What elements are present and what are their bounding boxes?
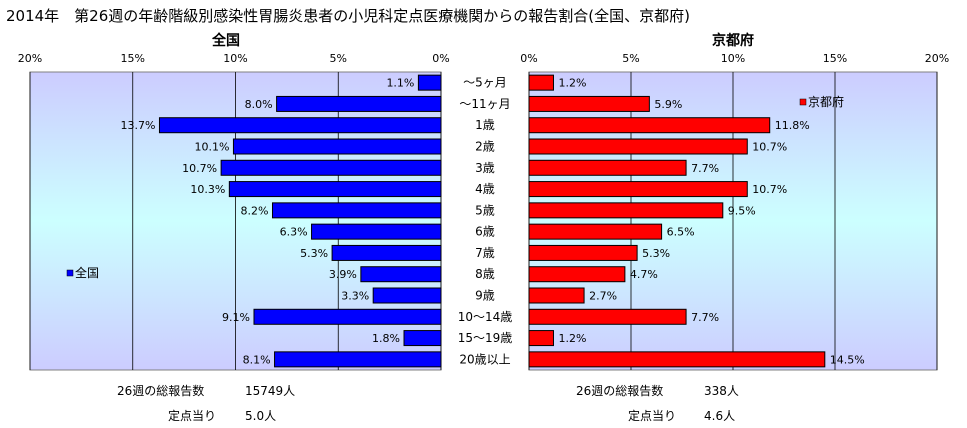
kyoto-value-label: 10.7% xyxy=(752,183,787,196)
national-value-label: 8.1% xyxy=(243,353,271,366)
kyoto-value-label: 1.2% xyxy=(558,332,586,345)
kyoto-value-label: 5.3% xyxy=(642,247,670,260)
national-bar xyxy=(360,266,442,283)
national-axis-tick: 10% xyxy=(223,52,247,65)
category-label: 6歳 xyxy=(475,225,495,239)
kyoto-value-label: 11.8% xyxy=(775,119,810,132)
category-label: 1歳 xyxy=(475,118,495,132)
national-bar xyxy=(403,330,442,347)
national-bar xyxy=(311,223,442,240)
category-label: 15～19歳 xyxy=(458,331,513,345)
kyoto-total-value: 338人 xyxy=(704,384,739,398)
kyoto-per-site-value: 4.6人 xyxy=(704,409,736,423)
kyoto-value-label: 1.2% xyxy=(558,77,586,90)
national-bar xyxy=(274,351,442,368)
kyoto-bar xyxy=(528,287,585,304)
kyoto-bar xyxy=(528,138,748,155)
kyoto-axis-tick: 0% xyxy=(520,52,537,65)
kyoto-bar xyxy=(528,159,687,176)
category-label: 5歳 xyxy=(475,203,495,217)
national-bar xyxy=(271,202,442,219)
kyoto-bar xyxy=(528,223,663,240)
kyoto-bar xyxy=(528,266,626,283)
national-value-label: 3.9% xyxy=(329,268,357,281)
national-value-label: 10.7% xyxy=(182,162,217,175)
category-label: 20歳以上 xyxy=(459,352,510,366)
kyoto-bar xyxy=(528,330,554,347)
national-value-label: 10.1% xyxy=(194,141,229,154)
category-label: 9歳 xyxy=(475,289,495,303)
kyoto-bar xyxy=(528,202,724,219)
kyoto-bar xyxy=(528,117,771,134)
national-bar xyxy=(232,138,442,155)
kyoto-bar xyxy=(528,181,748,198)
kyoto-bar xyxy=(528,95,650,112)
national-axis-tick: 15% xyxy=(121,52,145,65)
kyoto-per-site-label: 定点当り xyxy=(628,409,677,423)
kyoto-total-label: 26週の総報告数 xyxy=(576,384,664,398)
national-value-label: 3.3% xyxy=(341,290,369,303)
national-total-value: 15749人 xyxy=(245,384,296,398)
national-per-site-label: 定点当り xyxy=(168,409,217,423)
kyoto-value-label: 7.7% xyxy=(691,162,719,175)
national-axis-tick: 5% xyxy=(330,52,347,65)
national-value-label: 13.7% xyxy=(121,119,156,132)
national-bar xyxy=(372,287,442,304)
national-value-label: 8.0% xyxy=(245,98,273,111)
national-per-site-value: 5.0人 xyxy=(245,409,277,423)
national-bar xyxy=(276,95,442,112)
national-axis-tick: 20% xyxy=(18,52,42,65)
category-label: 3歳 xyxy=(475,161,495,175)
national-legend-label: 全国 xyxy=(75,265,99,280)
category-label: 4歳 xyxy=(475,182,495,196)
kyoto-bar xyxy=(528,351,826,368)
kyoto-panel-title: 京都府 xyxy=(712,32,754,49)
kyoto-value-label: 6.5% xyxy=(667,226,695,239)
national-bar xyxy=(228,181,442,198)
category-label: ～5ヶ月 xyxy=(463,76,507,90)
kyoto-value-label: 9.5% xyxy=(728,204,756,217)
kyoto-value-label: 14.5% xyxy=(830,353,865,366)
national-bar xyxy=(417,74,442,91)
national-value-label: 5.3% xyxy=(300,247,328,260)
kyoto-axis-tick: 10% xyxy=(721,52,745,65)
kyoto-value-label: 5.9% xyxy=(654,98,682,111)
kyoto-axis-tick: 20% xyxy=(925,52,949,65)
kyoto-value-label: 4.7% xyxy=(630,268,658,281)
kyoto-bar xyxy=(528,244,638,261)
national-total-label: 26週の総報告数 xyxy=(117,384,205,398)
national-bar xyxy=(158,117,442,134)
national-value-label: 6.3% xyxy=(280,226,308,239)
kyoto-bar xyxy=(528,308,687,325)
category-label: 8歳 xyxy=(475,267,495,281)
kyoto-legend-label: 京都府 xyxy=(808,94,844,109)
category-label: ～11ヶ月 xyxy=(459,97,510,111)
chart-title: 2014年 第26週の年齢階級別感染性胃腸炎患者の小児科定点医療機関からの報告割… xyxy=(6,7,690,25)
category-label: 10～14歳 xyxy=(458,310,513,324)
national-bar xyxy=(331,244,442,261)
national-value-label: 10.3% xyxy=(190,183,225,196)
national-panel-title: 全国 xyxy=(211,32,240,49)
kyoto-axis-tick: 15% xyxy=(823,52,847,65)
national-legend-swatch xyxy=(66,269,74,277)
category-label: 7歳 xyxy=(475,246,495,260)
kyoto-value-label: 10.7% xyxy=(752,141,787,154)
national-value-label: 1.8% xyxy=(372,332,400,345)
national-value-label: 1.1% xyxy=(386,77,414,90)
national-bar xyxy=(220,159,442,176)
category-label: 2歳 xyxy=(475,140,495,154)
national-axis-tick: 0% xyxy=(432,52,449,65)
kyoto-value-label: 7.7% xyxy=(691,311,719,324)
national-bar xyxy=(253,308,442,325)
kyoto-bar xyxy=(528,74,554,91)
national-value-label: 9.1% xyxy=(222,311,250,324)
kyoto-legend-swatch xyxy=(799,98,807,106)
national-value-label: 8.2% xyxy=(241,204,269,217)
kyoto-value-label: 2.7% xyxy=(589,290,617,303)
kyoto-axis-tick: 5% xyxy=(622,52,639,65)
